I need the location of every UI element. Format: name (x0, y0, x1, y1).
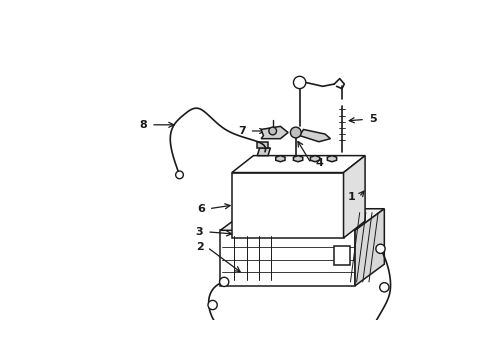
Polygon shape (343, 156, 365, 238)
Circle shape (380, 283, 389, 292)
Circle shape (220, 277, 229, 287)
Polygon shape (300, 130, 330, 142)
Polygon shape (355, 209, 384, 286)
Circle shape (176, 171, 183, 179)
Polygon shape (220, 209, 384, 230)
Text: 3: 3 (196, 227, 203, 237)
Polygon shape (220, 230, 355, 286)
Polygon shape (276, 156, 285, 162)
Text: 8: 8 (140, 120, 147, 130)
Polygon shape (261, 126, 288, 139)
Circle shape (269, 127, 276, 135)
Polygon shape (327, 156, 337, 162)
Polygon shape (257, 148, 270, 156)
Text: 2: 2 (196, 242, 203, 252)
Circle shape (208, 300, 217, 310)
Polygon shape (294, 156, 303, 162)
Polygon shape (334, 246, 350, 265)
Circle shape (376, 244, 385, 253)
Circle shape (291, 127, 301, 138)
Polygon shape (232, 172, 343, 238)
Polygon shape (310, 156, 319, 162)
Text: 7: 7 (238, 126, 245, 136)
Polygon shape (257, 142, 268, 148)
Text: 6: 6 (197, 204, 205, 214)
Polygon shape (232, 156, 365, 172)
Text: 1: 1 (347, 192, 355, 202)
Text: 4: 4 (315, 158, 323, 168)
Text: 5: 5 (369, 114, 376, 125)
Circle shape (294, 76, 306, 89)
